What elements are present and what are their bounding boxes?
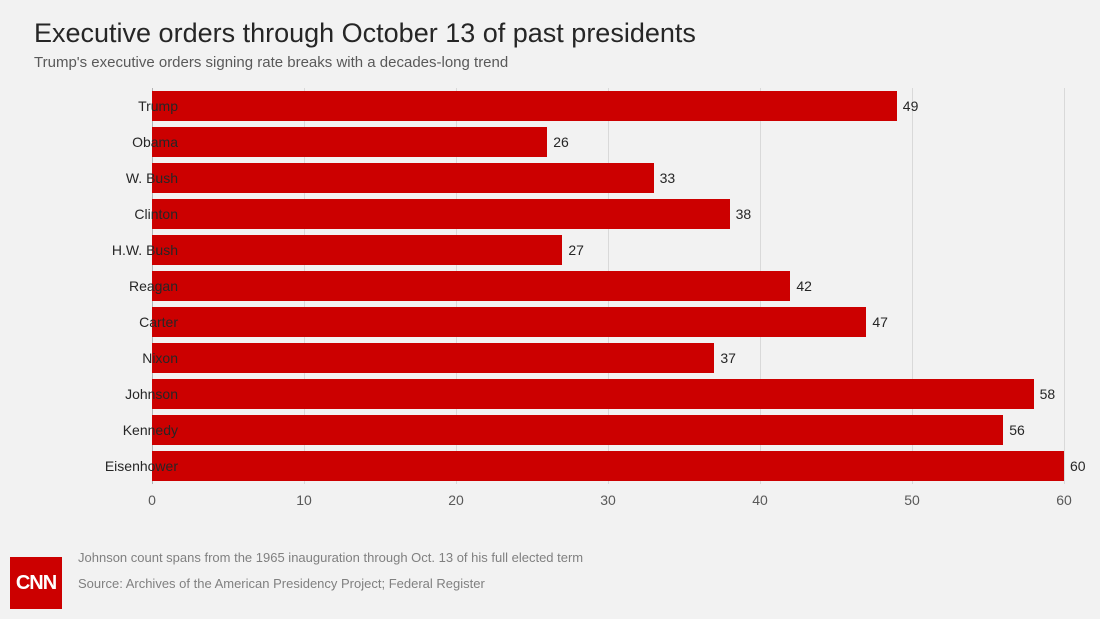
cnn-logo-text: CNN xyxy=(16,572,56,595)
bar-value-label: 56 xyxy=(1009,422,1025,438)
bar-row: 60 xyxy=(152,448,1064,484)
y-category-label: Clinton xyxy=(48,206,178,222)
x-tick-label: 10 xyxy=(296,492,312,508)
bar-row: 58 xyxy=(152,376,1064,412)
bar-value-label: 47 xyxy=(872,314,888,330)
bar-value-label: 27 xyxy=(568,242,584,258)
bar xyxy=(152,451,1064,481)
bar-value-label: 33 xyxy=(660,170,676,186)
x-tick-label: 30 xyxy=(600,492,616,508)
footnote: Johnson count spans from the 1965 inaugu… xyxy=(78,550,583,565)
y-category-label: Nixon xyxy=(48,350,178,366)
chart-subtitle: Trump's executive orders signing rate br… xyxy=(34,54,508,71)
y-category-label: Kennedy xyxy=(48,422,178,438)
bar xyxy=(152,163,654,193)
source-line: Source: Archives of the American Preside… xyxy=(78,576,485,591)
bar xyxy=(152,343,714,373)
y-category-label: Carter xyxy=(48,314,178,330)
x-tick-label: 50 xyxy=(904,492,920,508)
plot-region: 49 26 33 38 27 42 47 37 58 56 60 xyxy=(152,88,1064,484)
y-category-label: Eisenhower xyxy=(48,458,178,474)
chart-area: 4926333827424737585660 0102030405060 xyxy=(152,86,1064,516)
gridline xyxy=(1064,88,1065,484)
bar-row: 26 xyxy=(152,124,1064,160)
bar-row: 42 xyxy=(152,268,1064,304)
bar-row: 37 xyxy=(152,340,1064,376)
bar xyxy=(152,415,1003,445)
x-tick-label: 0 xyxy=(148,492,156,508)
x-tick-label: 40 xyxy=(752,492,768,508)
y-category-label: Trump xyxy=(48,98,178,114)
y-category-label: Reagan xyxy=(48,278,178,294)
bar-row: 33 xyxy=(152,160,1064,196)
x-tick-label: 60 xyxy=(1056,492,1072,508)
bar xyxy=(152,127,547,157)
bar-value-label: 58 xyxy=(1040,386,1056,402)
bar-row: 27 xyxy=(152,232,1064,268)
cnn-logo: CNN xyxy=(10,557,62,609)
bar-row: 56 xyxy=(152,412,1064,448)
bar xyxy=(152,91,897,121)
x-axis: 0102030405060 xyxy=(152,484,1064,514)
bar-row: 47 xyxy=(152,304,1064,340)
bar-value-label: 49 xyxy=(903,98,919,114)
bar xyxy=(152,271,790,301)
y-category-label: Johnson xyxy=(48,386,178,402)
chart-title: Executive orders through October 13 of p… xyxy=(34,18,696,49)
bar-value-label: 38 xyxy=(736,206,752,222)
y-category-label: H.W. Bush xyxy=(48,242,178,258)
bar-row: 38 xyxy=(152,196,1064,232)
bar-value-label: 42 xyxy=(796,278,812,294)
x-tick-label: 20 xyxy=(448,492,464,508)
bar-value-label: 60 xyxy=(1070,458,1086,474)
y-category-label: W. Bush xyxy=(48,170,178,186)
bar xyxy=(152,199,730,229)
bar xyxy=(152,379,1034,409)
bar-value-label: 37 xyxy=(720,350,736,366)
bar xyxy=(152,307,866,337)
bar-value-label: 26 xyxy=(553,134,569,150)
y-category-label: Obama xyxy=(48,134,178,150)
bar xyxy=(152,235,562,265)
bar-row: 49 xyxy=(152,88,1064,124)
